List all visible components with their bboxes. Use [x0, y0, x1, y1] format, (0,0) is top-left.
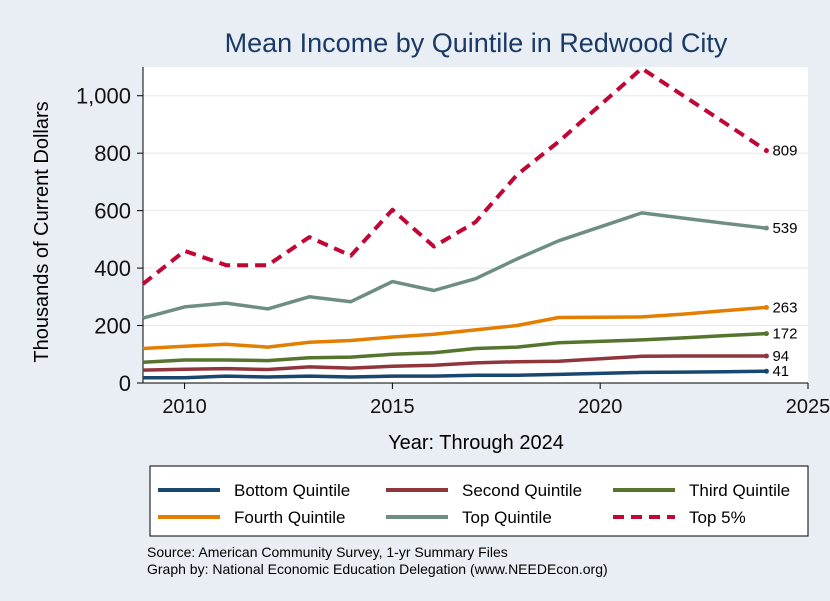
x-axis-label: Year: Through 2024	[388, 432, 564, 454]
end-point-second-quintile	[763, 353, 769, 359]
series-line-bottom-quintile	[143, 369, 767, 380]
legend-label-fourth-quintile: Fourth Quintile	[234, 508, 346, 527]
x-tick-label: 2025	[786, 396, 830, 418]
data-label-fourth-quintile: 263	[772, 299, 797, 316]
x-tick-label: 2020	[578, 396, 623, 418]
legend-box	[149, 465, 809, 537]
series-line-second-quintile	[142, 354, 767, 372]
source-note-line-1: Source: American Community Survey, 1-yr …	[147, 544, 508, 560]
y-tick-label: 1,000	[76, 84, 131, 109]
y-tick-label: 0	[119, 371, 131, 396]
y-tick-label: 400	[94, 256, 131, 281]
series-line-top-5	[141, 66, 768, 286]
data-label-top-5: 809	[772, 143, 797, 160]
data-label-second-quintile: 94	[772, 348, 789, 365]
end-point-third-quintile	[763, 331, 769, 337]
end-point-top-5	[763, 148, 769, 154]
data-label-top-quintile: 539	[772, 220, 797, 237]
series-line-top-quintile	[142, 211, 767, 320]
end-point-bottom-quintile	[763, 368, 769, 374]
legend-label-third-quintile: Third Quintile	[689, 481, 790, 500]
x-tick-label: 2015	[370, 396, 415, 418]
data-label-third-quintile: 172	[772, 326, 797, 343]
end-point-fourth-quintile	[763, 304, 769, 310]
data-label-bottom-quintile: 41	[772, 363, 789, 380]
y-axis-label: Thousands of Current Dollars	[31, 101, 53, 362]
series-line-third-quintile	[142, 331, 767, 365]
series-line-fourth-quintile	[142, 305, 767, 351]
end-point-top-quintile	[763, 225, 769, 231]
legend-label-top-5: Top 5%	[689, 508, 746, 527]
y-tick-label: 800	[94, 141, 131, 166]
chart-title: Mean Income by Quintile in Redwood City	[225, 28, 728, 58]
x-tick-label: 2010	[162, 396, 207, 418]
y-tick-label: 200	[94, 314, 131, 339]
legend-label-second-quintile: Second Quintile	[462, 481, 582, 500]
legend-label-top-quintile: Top Quintile	[462, 508, 552, 527]
y-tick-label: 600	[94, 199, 131, 224]
legend-label-bottom-quintile: Bottom Quintile	[234, 481, 350, 500]
source-note-line-2: Graph by: National Economic Education De…	[147, 561, 608, 577]
